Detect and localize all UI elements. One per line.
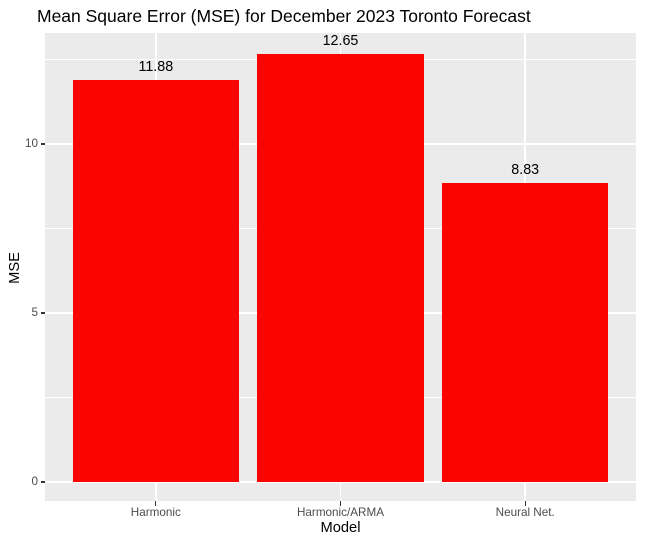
y-tick-label: 5: [31, 305, 38, 319]
y-axis-title: MSE: [7, 252, 23, 284]
x-tick-label: Harmonic: [130, 506, 181, 519]
x-tick-label: Harmonic/ARMA: [296, 506, 385, 519]
bar-value-label: 11.88: [138, 59, 174, 76]
x-tick-label: Neural Net.: [495, 506, 555, 519]
y-axis-tick: [40, 481, 45, 483]
y-axis-tick: [40, 143, 45, 145]
x-axis-tick: [155, 501, 157, 506]
bar-value-label: 12.65: [322, 33, 359, 50]
x-axis-tick: [339, 501, 342, 506]
bar-harmonic: [72, 80, 239, 483]
x-axis-title: Model: [320, 520, 361, 536]
x-axis-tick: [524, 501, 526, 506]
chart-title: Mean Square Error (MSE) for December 202…: [37, 6, 531, 26]
y-tick-label: 10: [24, 136, 38, 150]
bar-neural-net-: [442, 183, 609, 483]
y-tick-label: 0: [31, 475, 38, 489]
y-axis-tick: [40, 312, 45, 314]
plot-panel: [45, 33, 636, 501]
bar-value-label: 8.83: [511, 162, 540, 179]
bar-harmonic-arma: [257, 54, 424, 483]
